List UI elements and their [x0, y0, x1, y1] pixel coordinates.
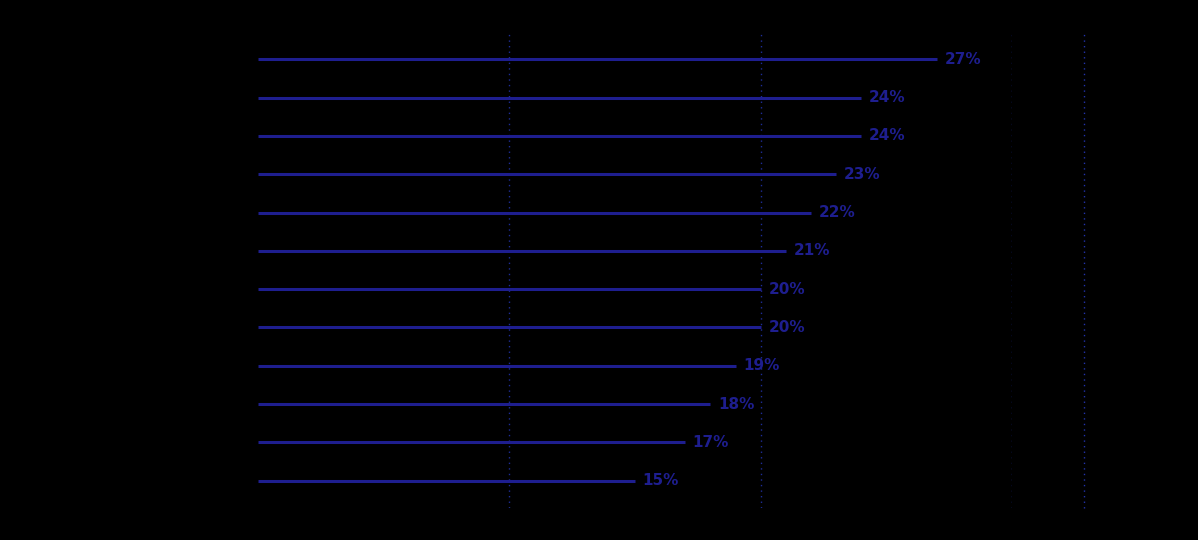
Text: 20%: 20% [768, 282, 805, 296]
Text: 19%: 19% [743, 359, 780, 373]
Text: 23%: 23% [843, 167, 881, 181]
Text: 27%: 27% [944, 52, 981, 67]
Text: 20%: 20% [768, 320, 805, 335]
Text: 24%: 24% [869, 129, 906, 144]
Text: 18%: 18% [718, 396, 755, 411]
Text: 24%: 24% [869, 90, 906, 105]
Text: 17%: 17% [692, 435, 730, 450]
Text: 22%: 22% [818, 205, 855, 220]
Text: 21%: 21% [793, 244, 830, 258]
Text: 15%: 15% [642, 473, 679, 488]
